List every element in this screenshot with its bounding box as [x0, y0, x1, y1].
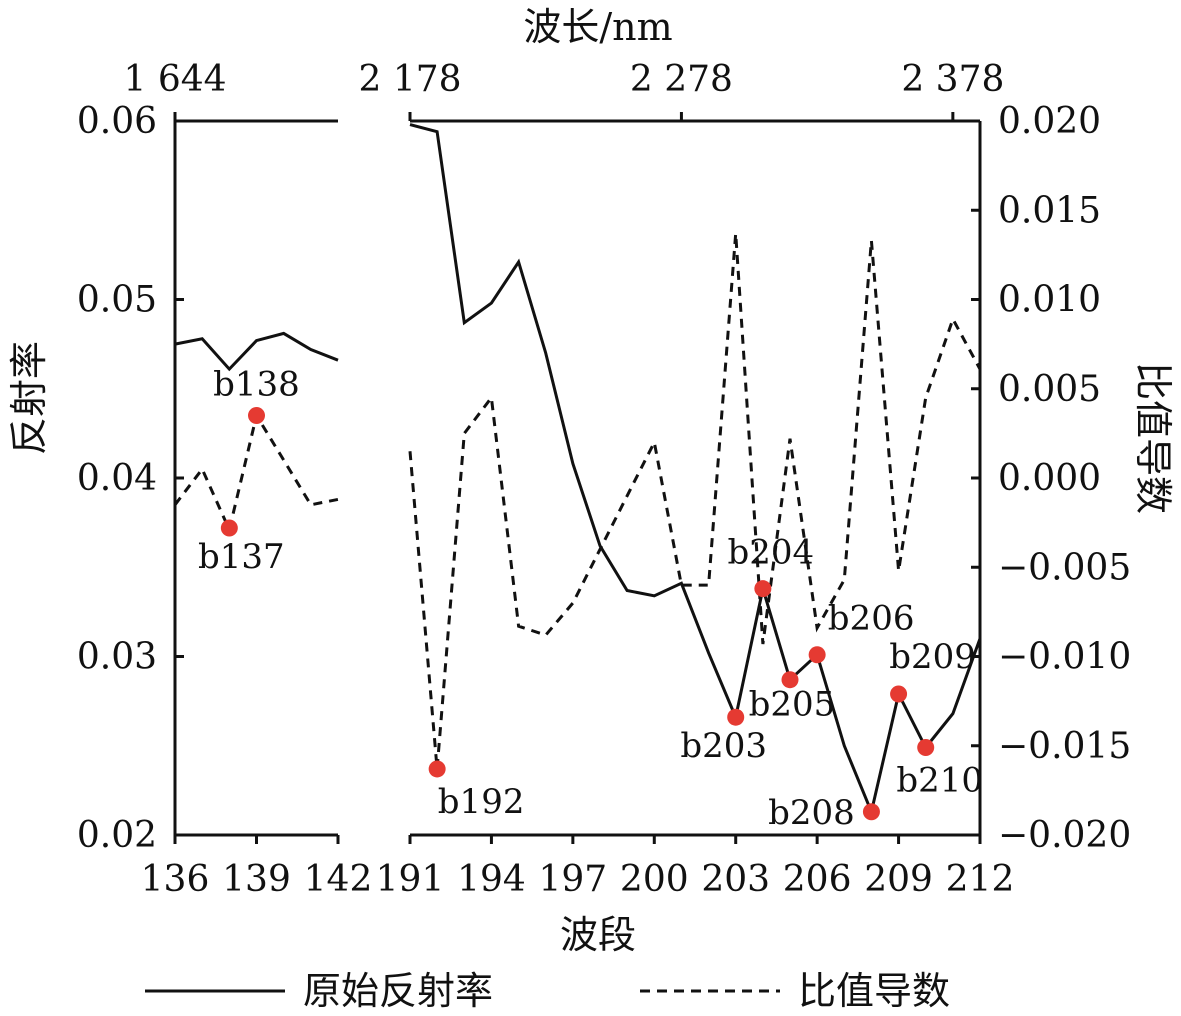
point-label-b138: b138 — [213, 365, 300, 405]
y2-axis-title: 比值导数 — [1131, 362, 1175, 514]
y2-tick-label: −0.020 — [998, 815, 1131, 856]
x-tick-label: 203 — [701, 859, 770, 900]
marker-b138 — [248, 407, 265, 425]
y-tick-label: 0.05 — [77, 280, 157, 321]
series-line-ratio-derivative-panel-2 — [408, 233, 982, 770]
y2-tick-label: −0.005 — [998, 547, 1131, 588]
x-tick-label: 142 — [304, 859, 373, 900]
x-tick-label: 136 — [141, 859, 210, 900]
x-tick-label: 200 — [620, 859, 689, 900]
y2-tick-label: −0.015 — [998, 726, 1131, 767]
point-label-b192: b192 — [438, 782, 525, 822]
marker-b203 — [727, 708, 745, 726]
legend-label-reflectance: 原始反射率 — [303, 969, 493, 1013]
y2-tick-label: −0.010 — [998, 637, 1131, 678]
point-label-b206: b206 — [828, 599, 915, 639]
x2-tick-label: 2 378 — [901, 59, 1004, 100]
markers — [220, 407, 935, 821]
x-tick-label: 194 — [457, 859, 526, 900]
labels: 136 139 142 1 644 191 194 197 200 203 206 209 212 2 … — [77, 59, 1131, 900]
marker-b137 — [220, 519, 238, 537]
x-tick-label: 197 — [538, 859, 607, 900]
x-tick-label: 206 — [783, 859, 852, 900]
marker-b208 — [862, 803, 880, 821]
point-label-b137: b137 — [198, 537, 285, 577]
marker-b209 — [890, 685, 908, 703]
y2-tick-label: 0.010 — [998, 280, 1101, 321]
y2-tick-label: 0.015 — [998, 190, 1101, 231]
x-tick-label: 191 — [376, 859, 445, 900]
x2-tick-label: 1 644 — [123, 59, 226, 100]
x-tick-label: 209 — [864, 859, 933, 900]
y-axis-title: 反射率 — [7, 341, 51, 455]
y-tick-label: 0.03 — [77, 637, 157, 678]
x-tick-label: 139 — [222, 859, 291, 900]
series-line-ratio-derivative-panel-1 — [173, 411, 339, 535]
marker-b206 — [808, 646, 826, 664]
series-line-reflectance-panel-2 — [409, 123, 982, 817]
point-label-b205: b205 — [749, 685, 836, 725]
point-label-b209: b209 — [889, 637, 976, 677]
y2-tick-label: 0.000 — [998, 458, 1101, 499]
point-label-b210: b210 — [896, 761, 983, 801]
axes — [173, 112, 982, 844]
series-line-reflectance-panel-1 — [174, 331, 339, 372]
marker-b205 — [781, 671, 799, 689]
y2-tick-label: 0.020 — [998, 101, 1101, 142]
series-layer — [173, 123, 982, 817]
y-tick-label: 0.06 — [77, 101, 157, 142]
x-axis-title: 波段 — [560, 913, 636, 957]
y-tick-label: 0.04 — [77, 458, 157, 499]
marker-b204 — [754, 580, 772, 598]
point-label-b203: b203 — [680, 726, 767, 766]
x2-tick-label: 2 278 — [630, 59, 733, 100]
x2-axis-title: 波长/nm — [523, 5, 672, 49]
legend: 原始反射率 比值导数 — [145, 969, 950, 1013]
point-label-b204: b204 — [728, 533, 815, 573]
y-tick-label: 0.02 — [77, 815, 157, 856]
x-tick-label: 212 — [946, 859, 1015, 900]
legend-label-ratio-derivative: 比值导数 — [798, 969, 950, 1013]
y2-tick-label: 0.005 — [998, 369, 1101, 410]
marker-b192 — [428, 760, 446, 778]
point-label-b208: b208 — [768, 793, 855, 833]
x2-tick-label: 2 178 — [358, 59, 461, 100]
marker-b210 — [917, 739, 935, 757]
